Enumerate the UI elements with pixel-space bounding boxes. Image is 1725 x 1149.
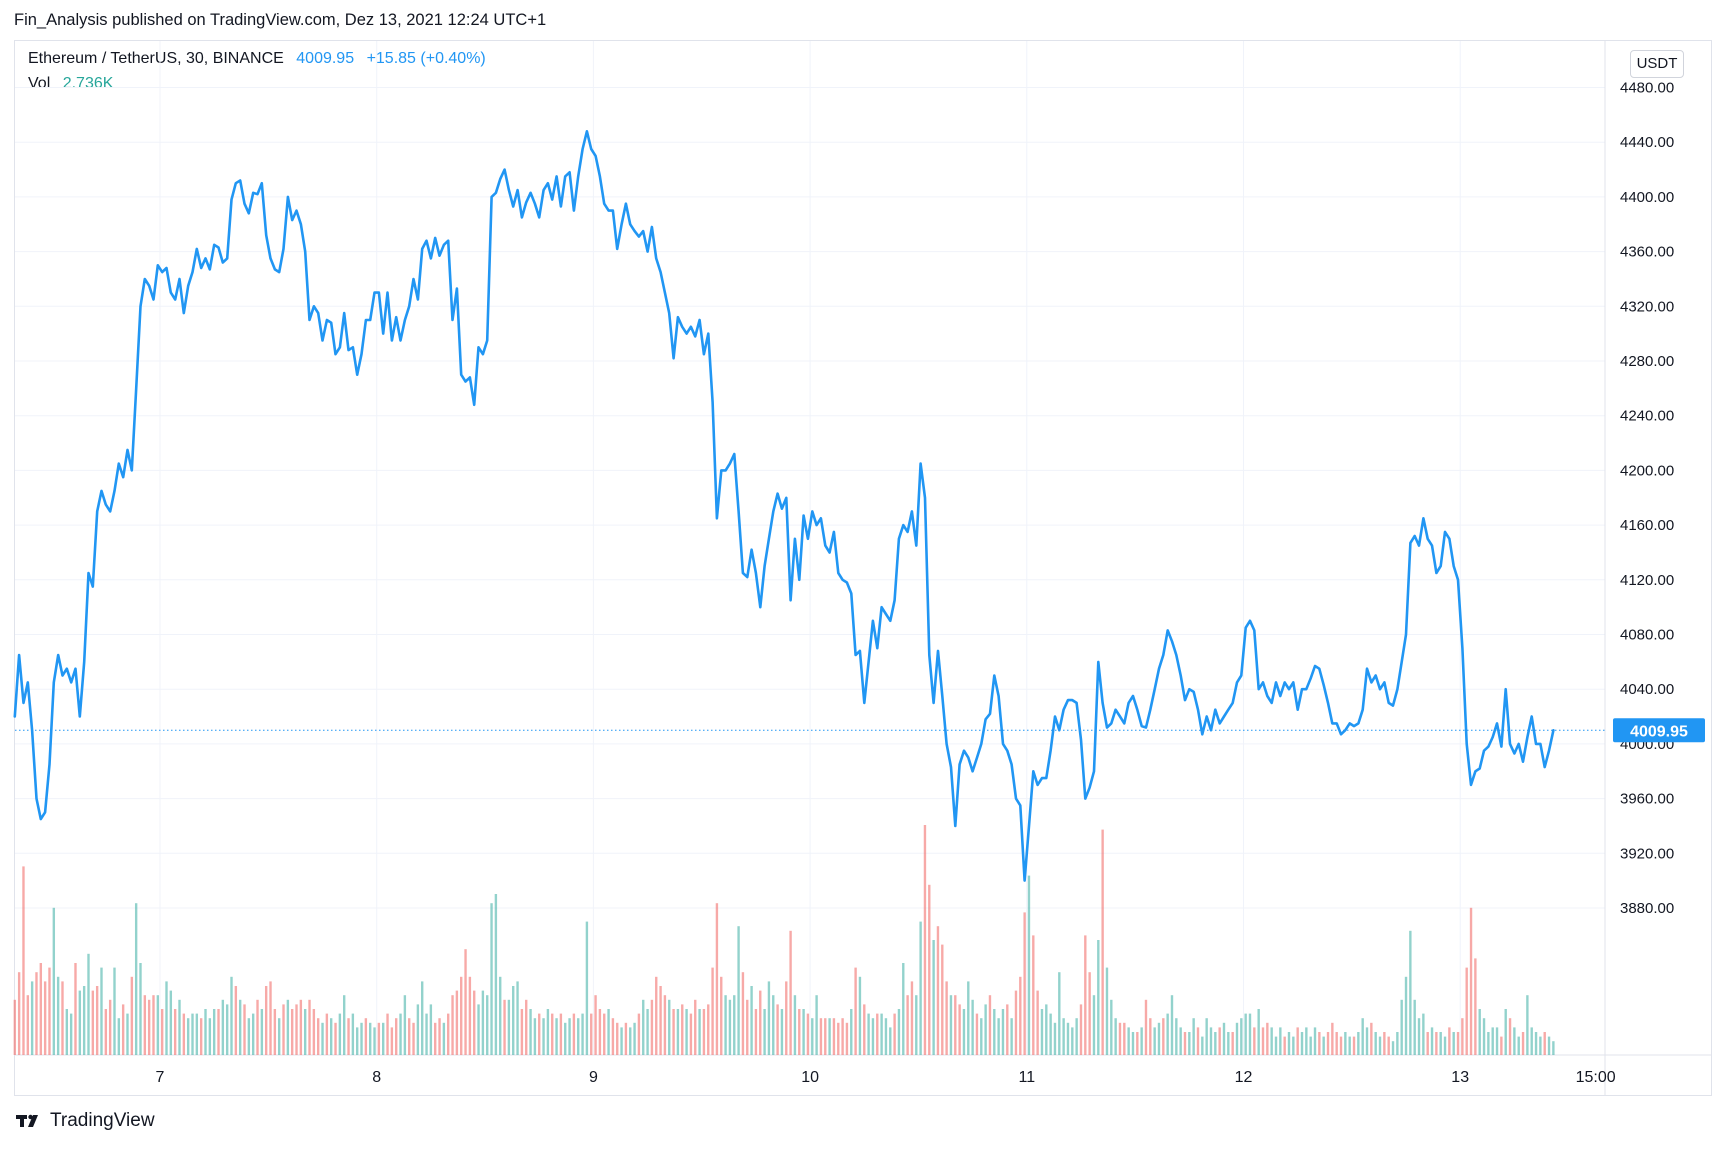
volume-value: 2.736K [62, 75, 114, 92]
tradingview-brand-text: TradingView [50, 1110, 155, 1131]
volume-legend: Vol 2.736K [28, 75, 121, 93]
tradingview-logo[interactable]: TradingView [16, 1110, 155, 1132]
published-line: Fin_Analysis published on TradingView.co… [14, 11, 547, 29]
symbol-legend: Ethereum / TetherUS, 30, BINANCE 4009.95… [28, 50, 494, 68]
tradingview-logo-icon [16, 1114, 38, 1127]
legend-change: +15.85 (+0.40%) [366, 50, 486, 67]
volume-label[interactable]: Vol [28, 75, 51, 92]
symbol-label[interactable]: Ethereum / TetherUS, 30, BINANCE [28, 50, 284, 67]
chart-frame [14, 40, 1712, 1096]
currency-badge[interactable]: USDT [1630, 50, 1684, 78]
legend-last-price: 4009.95 [296, 50, 355, 67]
